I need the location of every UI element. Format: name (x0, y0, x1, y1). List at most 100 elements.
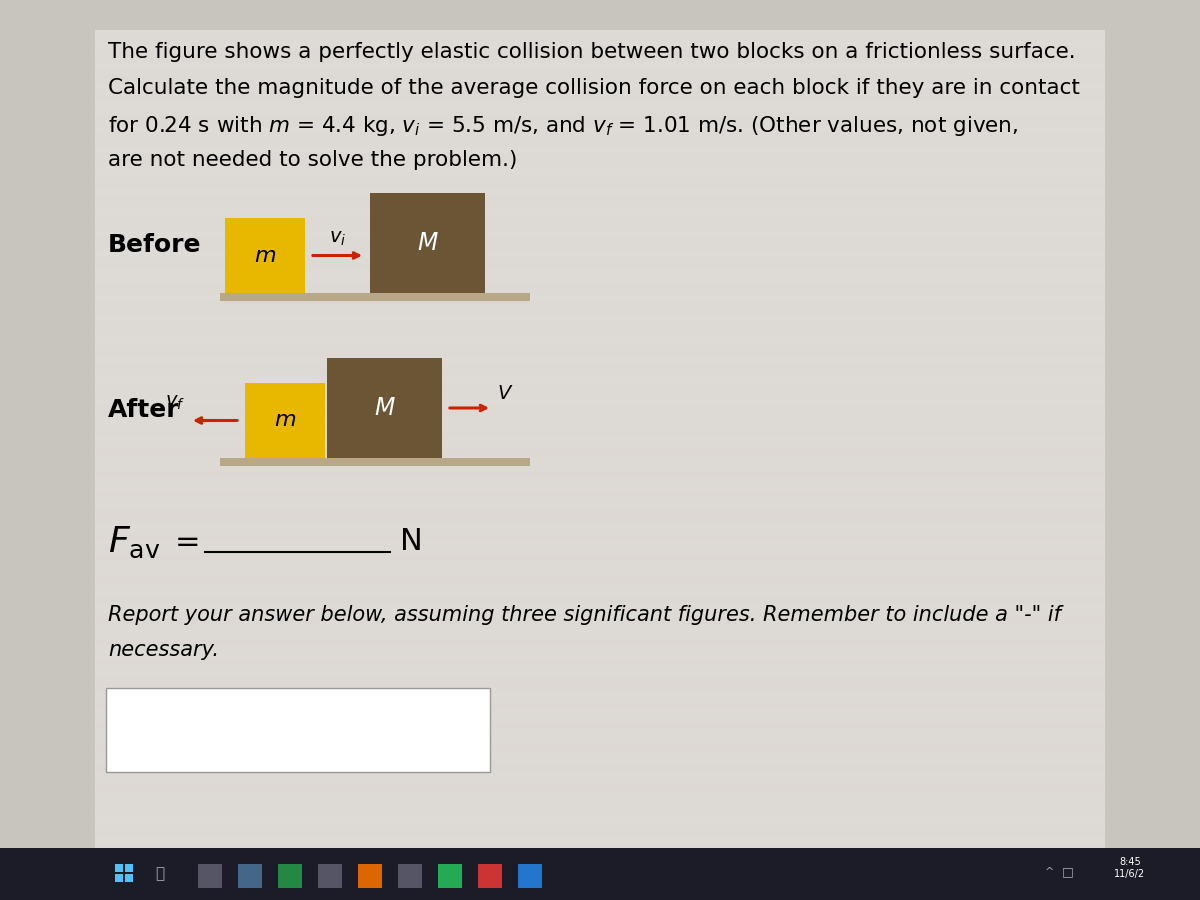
Bar (0, 786, 1200, 789)
Bar (0, 690, 1200, 693)
Bar (0, 831, 1200, 834)
Bar (0, 69, 1200, 72)
Bar (0, 771, 1200, 774)
Bar (0, 618, 1200, 621)
Bar (0, 813, 1200, 816)
Bar (0, 591, 1200, 594)
Bar (0, 873, 1200, 876)
Bar (0, 756, 1200, 759)
Bar (0, 660, 1200, 663)
Bar (0, 12, 1200, 15)
Bar (0, 324, 1200, 327)
Bar (0, 642, 1200, 645)
Bar (0, 522, 1200, 525)
Bar (0, 141, 1200, 144)
Bar (0, 495, 1200, 498)
Bar (0, 183, 1200, 186)
Bar (0, 0, 1200, 3)
Bar (0, 675, 1200, 678)
Bar (0, 564, 1200, 567)
Bar (0, 708, 1200, 711)
Bar (0, 663, 1200, 666)
Bar (0, 405, 1200, 408)
Bar (0, 348, 1200, 351)
Text: $m$: $m$ (274, 410, 296, 430)
Bar (0, 333, 1200, 336)
Bar (0, 855, 1200, 858)
Bar (0, 759, 1200, 762)
Text: 8:45
11/6/2: 8:45 11/6/2 (1115, 857, 1146, 879)
Bar (0, 549, 1200, 552)
Bar (0, 312, 1200, 315)
Bar (0, 672, 1200, 675)
Bar (0, 345, 1200, 348)
Bar (0, 876, 1200, 879)
Bar (0, 189, 1200, 192)
Bar (198, 864, 222, 888)
Bar (0, 864, 1200, 867)
Bar (0, 270, 1200, 273)
Bar (0, 843, 1200, 846)
Bar (0, 387, 1200, 390)
Bar (0, 848, 1200, 900)
Bar (0, 789, 1200, 792)
Bar (0, 711, 1200, 714)
Bar (0, 531, 1200, 534)
Bar (0, 165, 1200, 168)
Bar (358, 864, 382, 888)
Bar (0, 705, 1200, 708)
Bar (0, 105, 1200, 108)
Bar (0, 492, 1200, 495)
Bar (0, 306, 1200, 309)
Bar (0, 108, 1200, 111)
Bar (0, 537, 1200, 540)
Bar (0, 717, 1200, 720)
Bar (0, 480, 1200, 483)
Bar (0, 456, 1200, 459)
Bar (0, 93, 1200, 96)
Bar (0, 150, 1200, 153)
Bar (0, 486, 1200, 489)
Bar (0, 192, 1200, 195)
Bar (0, 780, 1200, 783)
Text: $V$: $V$ (497, 384, 514, 403)
Bar (0, 504, 1200, 507)
Bar (0, 861, 1200, 864)
Bar (0, 609, 1200, 612)
Bar (0, 507, 1200, 510)
Bar (0, 342, 1200, 345)
Bar (0, 414, 1200, 417)
Bar (0, 654, 1200, 657)
Bar (0, 225, 1200, 228)
Bar (0, 510, 1200, 513)
Bar (0, 621, 1200, 624)
Bar (0, 138, 1200, 141)
Bar (0, 762, 1200, 765)
Bar (0, 384, 1200, 387)
Bar (0, 321, 1200, 324)
Bar (0, 111, 1200, 114)
Bar (0, 633, 1200, 636)
Bar (438, 864, 462, 888)
Bar (0, 72, 1200, 75)
Bar (0, 624, 1200, 627)
Bar (0, 606, 1200, 609)
Bar (0, 57, 1200, 60)
Bar (0, 828, 1200, 831)
Bar (220, 458, 530, 466)
Bar (0, 687, 1200, 690)
Bar (0, 837, 1200, 840)
Bar (0, 381, 1200, 384)
Bar (125, 864, 133, 872)
Bar (0, 276, 1200, 279)
Bar (0, 723, 1200, 726)
Bar (0, 360, 1200, 363)
Bar (0, 684, 1200, 687)
Bar (0, 432, 1200, 435)
Bar (0, 798, 1200, 801)
Bar (0, 285, 1200, 288)
Bar (0, 474, 1200, 477)
Bar (0, 249, 1200, 252)
Bar (0, 729, 1200, 732)
Bar (0, 417, 1200, 420)
